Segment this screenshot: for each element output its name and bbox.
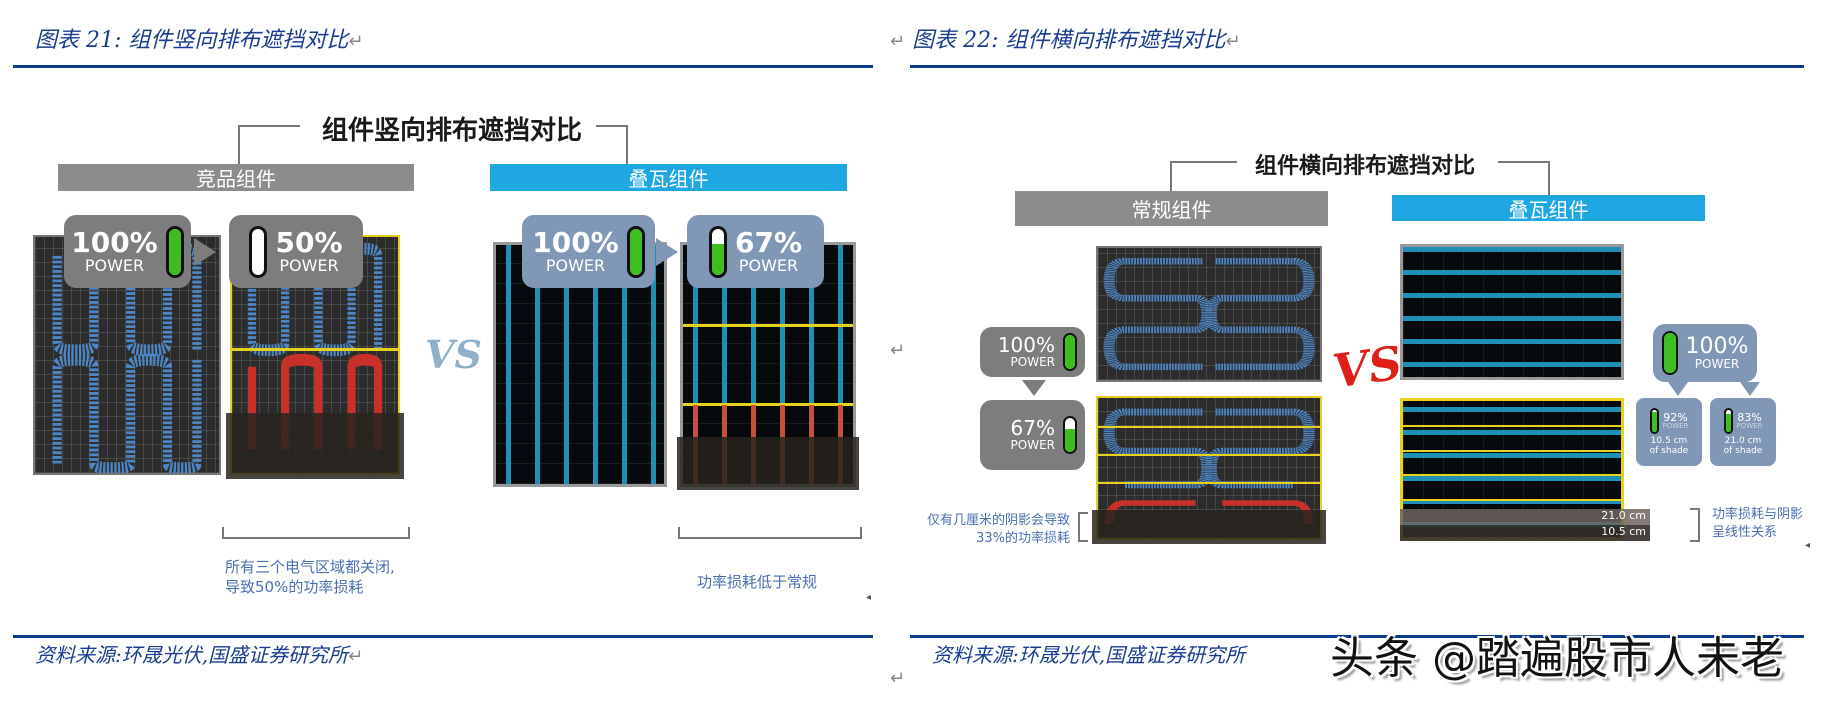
source-note: 资料来源:环晟光伏,国盛证券研究所 bbox=[932, 643, 1246, 667]
battery-icon bbox=[1063, 333, 1077, 371]
yellow-divider bbox=[683, 402, 853, 406]
battery-icon bbox=[1723, 408, 1733, 434]
arrow-right-icon bbox=[656, 238, 678, 266]
figure-title: 组件竖向排布遮挡对比 bbox=[321, 116, 583, 146]
shade-block bbox=[677, 437, 859, 490]
caption-rule bbox=[910, 65, 1804, 68]
source-note: 资料来源:环晟光伏,国盛证券研究所↵ bbox=[35, 643, 364, 667]
header-conventional-module: 常规组件 bbox=[1015, 191, 1328, 226]
power-box-100: 100% POWER bbox=[522, 215, 655, 288]
vs-mark: VS bbox=[425, 332, 482, 377]
bracket bbox=[678, 527, 862, 539]
shade-label-21: 21.0 cm bbox=[1400, 509, 1650, 525]
header-shingled-module: 叠瓦组件 bbox=[490, 164, 847, 191]
battery-icon bbox=[708, 225, 727, 278]
note-shingled: 功率损耗与阴影 呈线性关系 bbox=[1712, 507, 1804, 540]
shade-block bbox=[226, 412, 404, 479]
arrow-down-icon bbox=[1022, 380, 1046, 396]
yellow-divider bbox=[232, 347, 398, 351]
figure-title: 组件横向排布遮挡对比 bbox=[1254, 154, 1476, 179]
caption-rule bbox=[13, 65, 873, 68]
conventional-panel-shaded bbox=[1092, 396, 1326, 544]
title-bracket-left bbox=[1170, 161, 1237, 193]
marker-icon: ◂ bbox=[1805, 540, 1811, 551]
figure-22-caption: ↵ 图表 22: 组件横向排布遮挡对比↵ bbox=[890, 28, 1241, 53]
power-box-50: 50% POWER bbox=[229, 215, 363, 288]
power-box-67: 67% POWER bbox=[980, 400, 1085, 470]
source-rule bbox=[13, 635, 873, 638]
return-mark: ↵ bbox=[890, 340, 906, 361]
battery-icon bbox=[1649, 408, 1659, 434]
shade-block bbox=[1092, 510, 1326, 544]
source-rule bbox=[910, 635, 1804, 638]
conventional-panel-normal bbox=[1096, 246, 1322, 382]
bracket bbox=[1690, 508, 1700, 542]
shade-label-10-5: 10.5 cm bbox=[1400, 525, 1650, 541]
title-bracket-left bbox=[238, 125, 300, 167]
title-bracket-right bbox=[596, 125, 628, 167]
bracket bbox=[1078, 512, 1088, 542]
battery-icon bbox=[1063, 416, 1077, 454]
battery-icon bbox=[249, 225, 268, 278]
title-bracket-right bbox=[1498, 161, 1550, 197]
battery-icon bbox=[626, 225, 645, 278]
power-box-100: 100% POWER bbox=[1653, 324, 1757, 382]
figure-21-caption: 图表 21: 组件竖向排布遮挡对比↵ bbox=[35, 28, 364, 53]
power-box-67: 67% POWER bbox=[687, 215, 824, 288]
return-mark: ↵ bbox=[890, 668, 906, 689]
power-box-92: 92% POWER 10.5 cm of shade bbox=[1636, 398, 1702, 466]
note-shingled: 功率损耗低于常规 bbox=[697, 573, 818, 591]
arrow-down-icon bbox=[1740, 382, 1760, 396]
watermark: 头条 @踏遍股市人未老 bbox=[1330, 633, 1784, 684]
bracket bbox=[222, 527, 410, 539]
header-competitor-module: 竞品组件 bbox=[58, 164, 414, 191]
battery-icon bbox=[1661, 331, 1678, 375]
arrow-right-icon bbox=[194, 238, 216, 266]
shingled-panel-normal bbox=[1400, 244, 1624, 380]
vs-mark: VS bbox=[1329, 335, 1406, 399]
arrow-down-icon bbox=[1668, 382, 1688, 396]
note-conventional: 仅有几厘米的阴影会导致 33%的功率损耗 bbox=[926, 513, 1070, 546]
note-competitor: 所有三个电气区域都关闭, 导致50%的功率损耗 bbox=[225, 558, 395, 597]
header-shingled-module: 叠瓦组件 bbox=[1392, 195, 1705, 222]
battery-icon bbox=[165, 225, 184, 278]
yellow-divider bbox=[683, 323, 853, 327]
power-box-100: 100% POWER bbox=[980, 327, 1085, 377]
power-box-100: 100% POWER bbox=[64, 215, 191, 288]
marker-icon: ◂ bbox=[866, 592, 872, 603]
power-box-83: 83% POWER 21.0 cm of shade bbox=[1710, 398, 1776, 466]
